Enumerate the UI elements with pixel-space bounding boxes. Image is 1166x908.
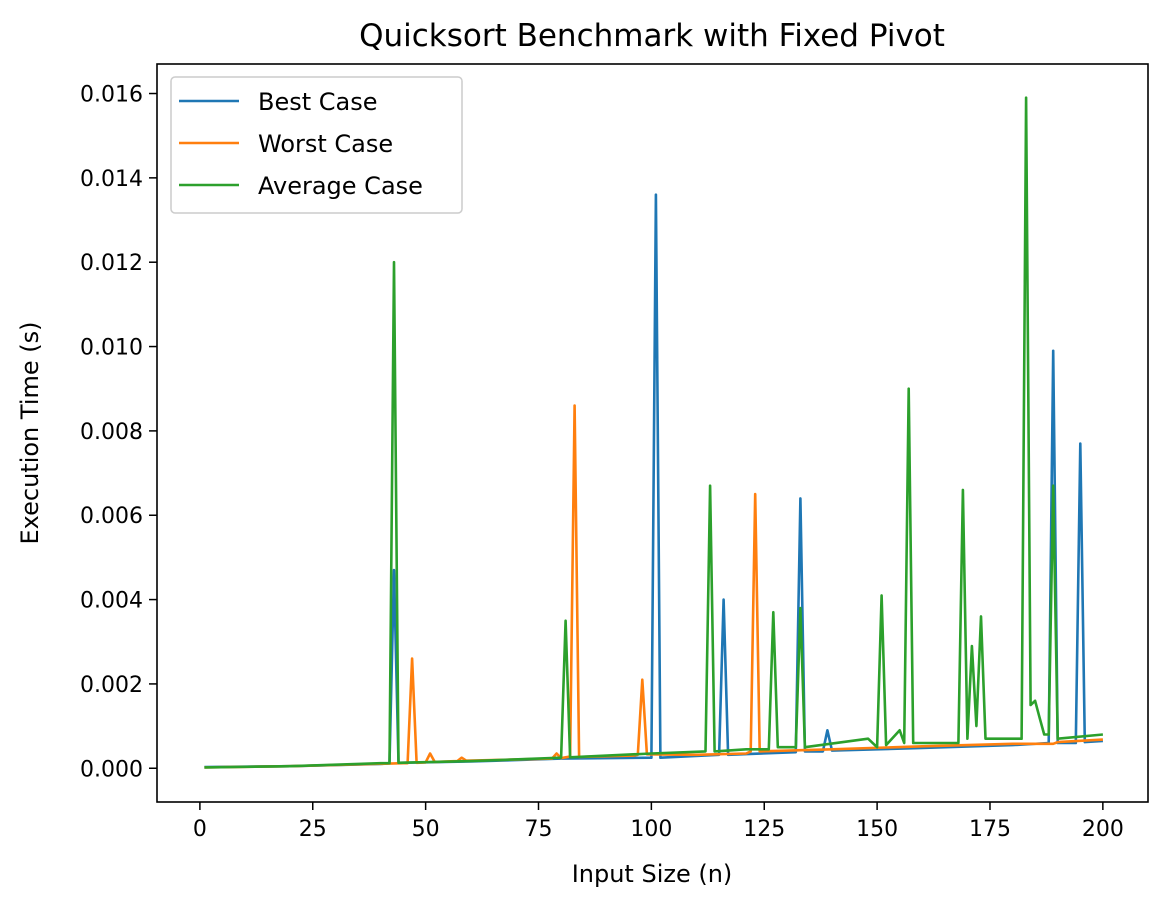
y-tick-label: 0.010 <box>80 336 143 361</box>
x-tick-label: 25 <box>299 817 327 842</box>
x-tick-label: 50 <box>412 817 440 842</box>
chart-title: Quicksort Benchmark with Fixed Pivot <box>359 18 945 54</box>
y-tick-label: 0.012 <box>80 251 143 276</box>
x-tick-label: 0 <box>193 817 207 842</box>
y-tick-label: 0.004 <box>80 589 143 614</box>
y-tick-label: 0.008 <box>80 420 143 445</box>
x-axis: 0 25 50 75 100 125 150 175 200 <box>193 802 1124 842</box>
legend-label: Average Case <box>258 172 423 200</box>
x-tick-label: 175 <box>969 817 1011 842</box>
x-axis-label: Input Size (n) <box>572 860 733 888</box>
plot-frame <box>156 63 1149 803</box>
legend-label: Worst Case <box>258 130 393 158</box>
y-tick-label: 0.014 <box>80 167 143 192</box>
y-axis-label: Execution Time (s) <box>16 322 44 545</box>
x-tick-label: 125 <box>743 817 785 842</box>
plot-area: 0 25 50 75 100 125 150 175 200 0.0000.0020.0040.… <box>80 63 1149 842</box>
x-tick-label: 200 <box>1082 817 1124 842</box>
y-tick-label: 0.000 <box>80 757 143 782</box>
y-tick-label: 0.002 <box>80 673 143 698</box>
y-tick-label: 0.006 <box>80 504 143 529</box>
series-line-average-case <box>204 96 1104 769</box>
y-axis: 0.000 0.002 0.004 0.006 0.008 0.010 0.012 0.014… <box>80 83 157 782</box>
legend-frame <box>170 76 463 214</box>
series-line-best-case <box>204 193 1103 769</box>
series-layer <box>204 96 1104 769</box>
legend: Best Case Worst Case Average Case <box>170 76 463 214</box>
legend-label: Best Case <box>258 88 378 116</box>
x-tick-label: 100 <box>630 817 672 842</box>
x-tick-label: 150 <box>856 817 898 842</box>
y-tick-label: 0.016 <box>80 83 143 108</box>
x-tick-label: 75 <box>525 817 553 842</box>
